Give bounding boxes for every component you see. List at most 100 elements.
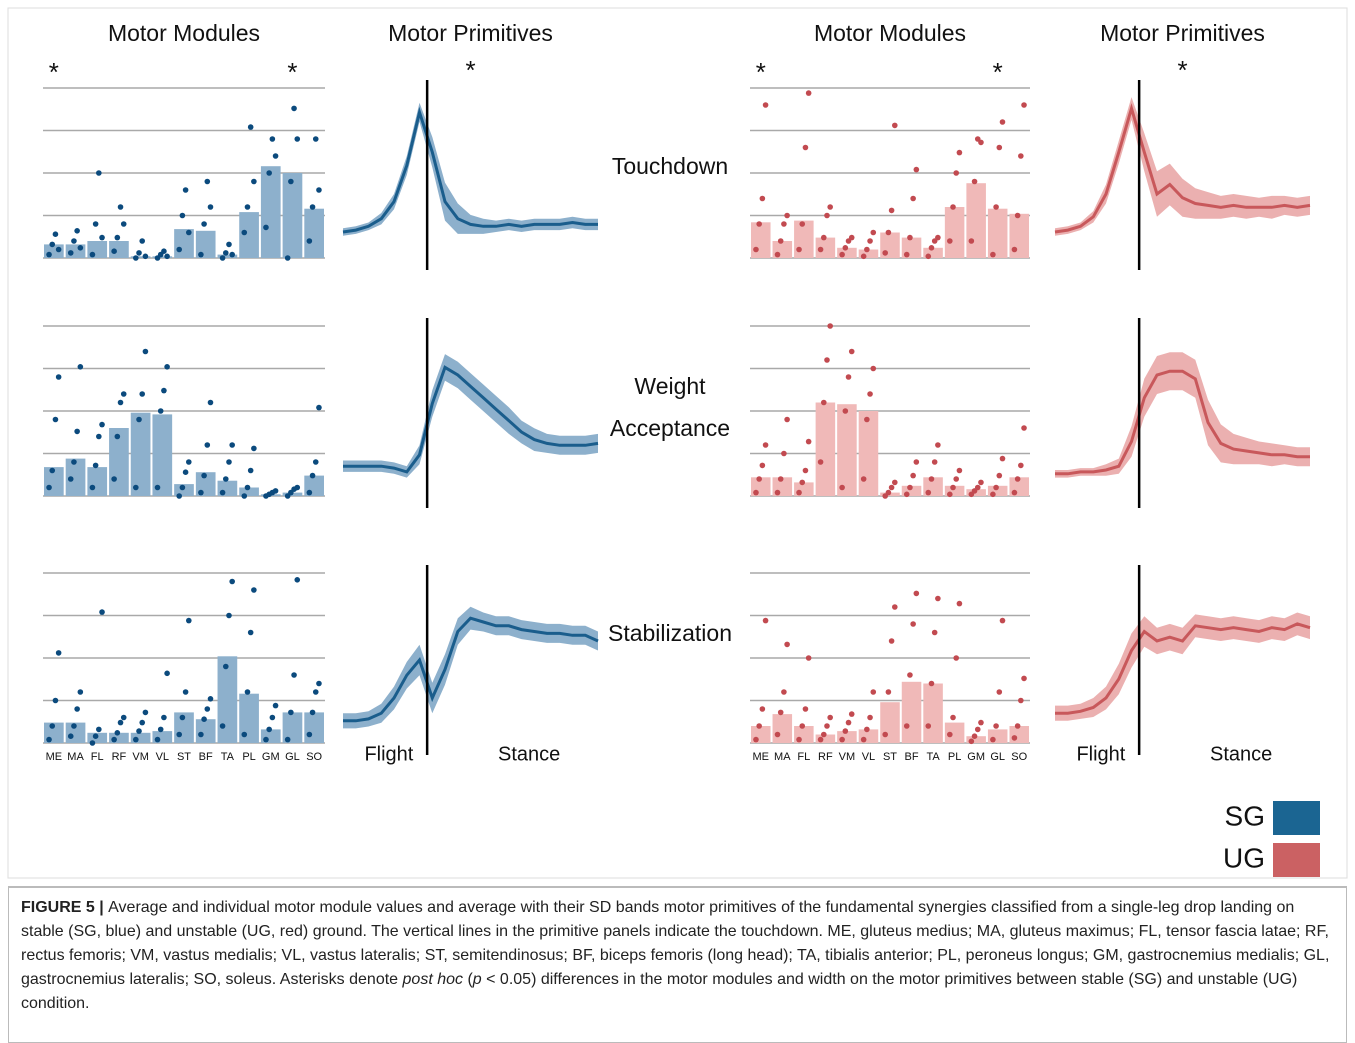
significance-marker: *	[287, 57, 297, 87]
data-point	[71, 238, 77, 244]
significance-marker: *	[1177, 55, 1187, 85]
data-point	[161, 387, 167, 394]
bar	[901, 485, 922, 496]
data-point	[55, 246, 62, 253]
data-point	[157, 726, 164, 733]
data-point	[842, 728, 849, 734]
data-point	[204, 706, 211, 712]
data-point	[133, 255, 139, 261]
data-point	[903, 491, 910, 498]
data-point	[978, 719, 984, 726]
data-point	[133, 736, 139, 743]
data-point	[784, 641, 790, 648]
data-point	[306, 489, 313, 496]
data-point	[198, 489, 204, 496]
data-point	[913, 166, 920, 173]
sd-band	[1055, 97, 1310, 236]
data-point	[1014, 723, 1021, 729]
bar	[87, 467, 108, 496]
data-point	[913, 459, 920, 465]
data-point	[263, 736, 269, 743]
bar	[1009, 726, 1029, 743]
bar	[152, 256, 173, 258]
data-point	[52, 231, 59, 237]
data-point	[860, 253, 867, 260]
mean-line	[343, 616, 599, 723]
legend-label: UG	[1223, 842, 1265, 873]
bar	[966, 183, 986, 258]
data-point	[309, 709, 316, 716]
data-point	[229, 251, 235, 258]
data-point	[46, 484, 52, 491]
x-tick-label: MA	[67, 751, 84, 763]
data-point	[777, 476, 784, 482]
data-point	[935, 442, 941, 448]
data-point	[186, 459, 192, 465]
data-point	[89, 740, 96, 746]
data-point	[805, 90, 812, 96]
data-point	[49, 467, 56, 474]
data-point	[1018, 462, 1024, 469]
data-point	[244, 689, 251, 695]
mean-line	[343, 365, 599, 474]
data-point	[931, 459, 938, 465]
data-point	[993, 723, 999, 729]
phase-label: Flight	[364, 743, 413, 765]
x-tick-label: SO	[306, 751, 322, 763]
data-point	[762, 617, 769, 624]
data-point	[953, 170, 960, 176]
x-tick-label: VM	[132, 751, 149, 763]
data-point	[824, 212, 830, 219]
data-point	[52, 697, 59, 704]
data-point	[950, 714, 956, 721]
data-point	[1018, 153, 1024, 159]
data-point	[142, 253, 149, 260]
data-point	[92, 221, 99, 227]
data-point	[993, 484, 999, 491]
data-point	[864, 246, 870, 253]
data-point	[46, 736, 52, 743]
data-point	[55, 650, 62, 656]
data-point	[762, 102, 769, 108]
bar	[987, 208, 1008, 258]
data-point	[204, 442, 211, 448]
phase-label: Stance	[1210, 743, 1272, 765]
data-point	[796, 489, 802, 496]
data-point	[1011, 489, 1018, 496]
data-point	[99, 609, 105, 615]
data-point	[860, 476, 867, 482]
data-point	[925, 723, 932, 729]
data-point	[219, 723, 226, 729]
caption-text: p	[472, 971, 482, 988]
data-point	[756, 221, 762, 227]
data-point	[799, 723, 806, 729]
mean-line	[1054, 103, 1311, 234]
x-tick-label: GM	[967, 751, 985, 763]
data-point	[796, 736, 802, 743]
data-point	[781, 221, 787, 227]
data-point	[947, 491, 953, 498]
bar	[815, 734, 836, 743]
row-label: Stabilization	[608, 620, 732, 646]
data-point	[288, 709, 294, 716]
data-point	[817, 246, 824, 253]
data-point	[774, 489, 781, 496]
data-point	[294, 136, 301, 142]
data-point	[827, 323, 833, 329]
data-point	[251, 587, 257, 593]
data-point	[309, 204, 316, 210]
bar	[815, 402, 836, 496]
data-point	[312, 459, 319, 465]
data-point	[117, 399, 124, 406]
data-point	[753, 736, 759, 743]
bar	[239, 487, 259, 496]
bar	[217, 254, 238, 258]
data-point	[226, 459, 232, 465]
bar	[109, 732, 129, 743]
caption-text: (	[463, 971, 473, 988]
data-point	[92, 733, 99, 739]
data-point	[96, 170, 102, 176]
data-point	[269, 136, 276, 142]
data-point	[186, 617, 192, 624]
data-point	[990, 491, 996, 498]
